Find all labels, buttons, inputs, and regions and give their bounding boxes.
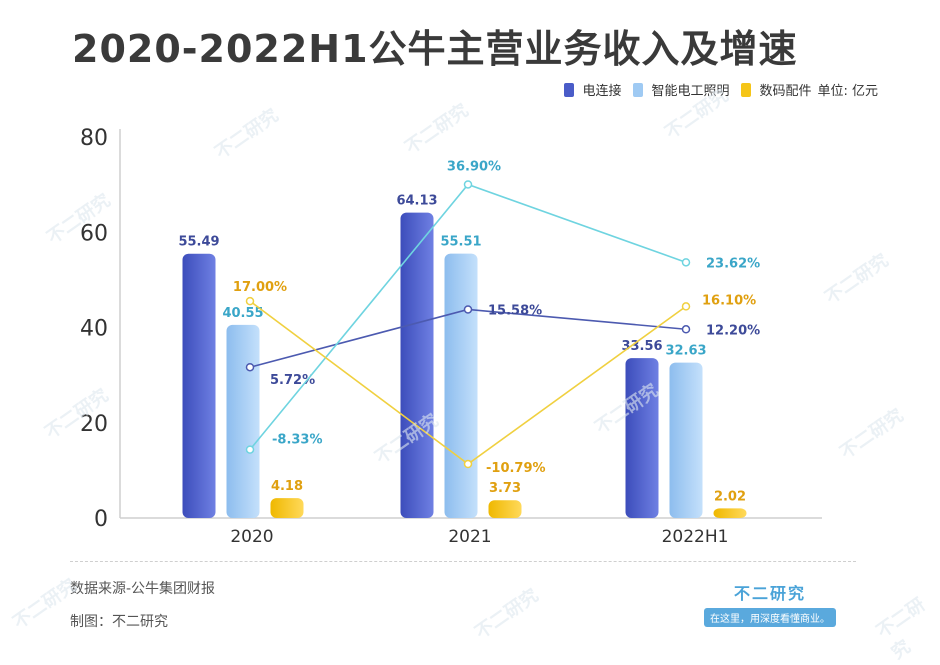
growth-label: -8.33% <box>272 433 323 448</box>
bar-2-0 <box>270 498 304 518</box>
growth-label: 12.20% <box>706 323 760 338</box>
bar-value-label: 2.02 <box>714 489 746 504</box>
bar-value-label: 33.56 <box>621 339 662 354</box>
x-tick-label: 2021 <box>448 527 491 547</box>
bar-value-label: 64.13 <box>396 194 437 209</box>
x-tick-label: 2020 <box>230 527 273 547</box>
growth-label: 5.72% <box>270 373 315 388</box>
y-tick-label: 40 <box>80 317 108 342</box>
watermark-text: 不二研究 <box>872 594 930 664</box>
y-tick-label: 80 <box>80 126 108 151</box>
legend-label: 电连接 <box>582 84 622 99</box>
footer-divider <box>70 561 856 562</box>
growth-point-0-2 <box>681 325 691 334</box>
growth-label: 23.62% <box>706 256 760 271</box>
brand-logo: 不二研究 在这里，用深度看懂商业。 <box>704 580 836 627</box>
bar-1-1 <box>444 253 478 519</box>
brand-slogan: 在这里，用深度看懂商业。 <box>704 608 836 627</box>
legend: 电连接 智能电工照明 数码配件 单位: 亿元 <box>552 80 878 99</box>
legend-swatch-smart-lighting <box>633 82 644 97</box>
growth-label: -10.79% <box>486 461 546 476</box>
bar-0-0 <box>182 253 216 518</box>
growth-point-1-2 <box>681 258 691 267</box>
bar-0-2 <box>625 358 659 518</box>
legend-swatch-electric-connection <box>564 82 575 97</box>
bar-2-1 <box>488 500 522 518</box>
watermark-text: 不二研究 <box>471 584 543 644</box>
bar-1-0 <box>226 324 260 518</box>
legend-item-smart-lighting: 智能电工照明 <box>633 80 729 99</box>
legend-item-electric-connection: 电连接 <box>564 80 621 99</box>
growth-label: 15.58% <box>488 303 542 318</box>
growth-point-1-0 <box>245 445 255 454</box>
y-tick-label: 60 <box>80 221 108 246</box>
growth-point-1-1 <box>463 180 473 189</box>
bar-value-label: 32.63 <box>665 344 706 359</box>
legend-swatch-digital-accessories <box>741 82 752 97</box>
growth-label: 17.00% <box>233 280 287 295</box>
growth-point-2-1 <box>463 459 473 469</box>
brand-name: 不二研究 <box>733 584 806 603</box>
legend-label: 数码配件 <box>759 84 812 99</box>
data-source: 数据来源-公牛集团财报 <box>70 581 216 597</box>
y-tick-label: 20 <box>80 412 108 437</box>
bar-value-label: 4.18 <box>271 479 303 494</box>
growth-point-2-0 <box>245 296 255 306</box>
growth-point-0-0 <box>245 362 255 372</box>
growth-point-0-1 <box>463 305 473 314</box>
growth-label: 16.10% <box>702 293 756 308</box>
legend-label: 智能电工照明 <box>651 84 730 99</box>
unit-label: 单位: 亿元 <box>817 84 878 99</box>
bar-2-2 <box>713 508 747 518</box>
bar-1-2 <box>669 362 703 518</box>
x-tick-label: 2022H1 <box>662 527 729 547</box>
y-tick-label: 0 <box>94 507 108 532</box>
bar-0-1 <box>400 212 434 518</box>
growth-point-2-2 <box>681 302 691 311</box>
chart-canvas: 0 20 40 60 80 2020 2021 2022H1 55.49 64.13 33.56 40… <box>80 126 822 547</box>
bar-value-label: 40.55 <box>222 306 263 321</box>
bar-value-label: 55.49 <box>178 235 219 250</box>
bar-value-label: 55.51 <box>440 235 481 250</box>
chart-title: 2020-2022H1公牛主营业务收入及增速 <box>72 27 798 71</box>
chart-credit: 制图：不二研究 <box>70 614 168 630</box>
growth-label: 36.90% <box>447 159 501 174</box>
legend-item-digital-accessories: 数码配件 <box>741 80 811 99</box>
bar-value-label: 3.73 <box>489 481 521 496</box>
